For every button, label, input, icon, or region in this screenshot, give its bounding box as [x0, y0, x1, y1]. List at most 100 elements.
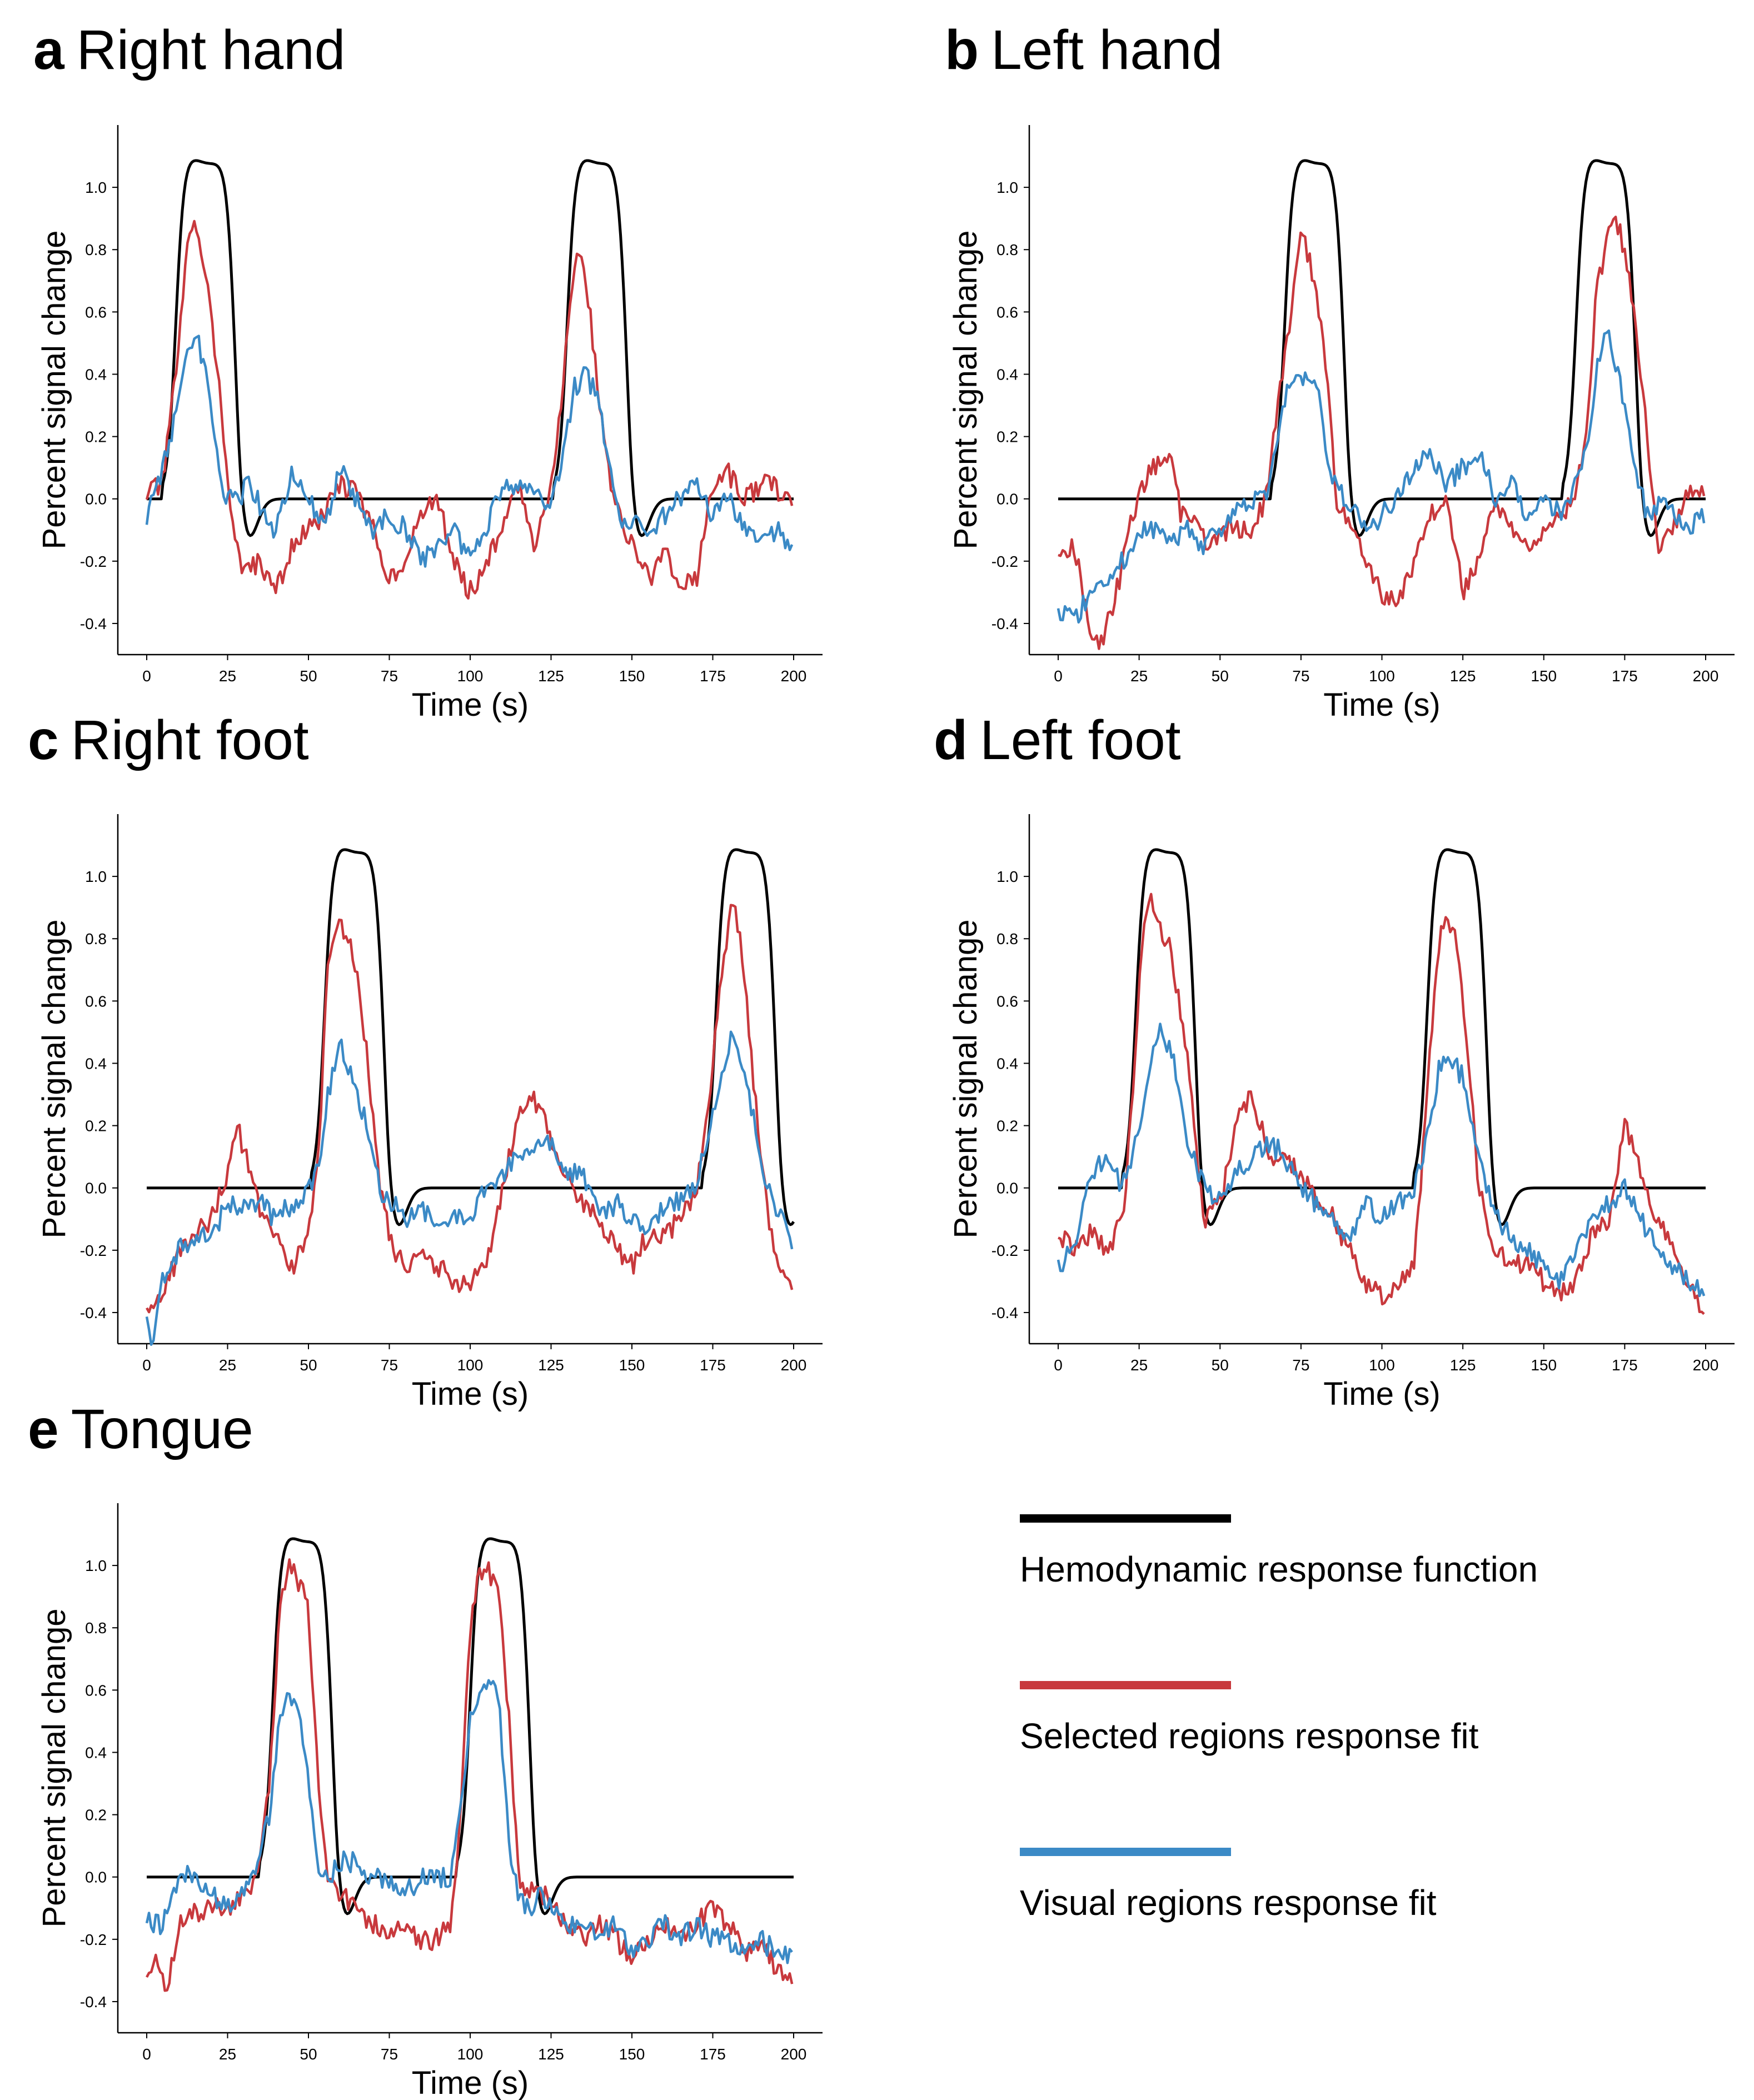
- y-tick-label: 0.4: [85, 1744, 107, 1761]
- x-tick-label: 100: [457, 1356, 484, 1374]
- x-tick-label: 200: [781, 667, 807, 685]
- x-axis-label: Time (s): [412, 1376, 529, 1412]
- x-tick-label: 50: [300, 2046, 317, 2063]
- y-tick-label: 0.4: [996, 1055, 1018, 1072]
- y-tick-label: 0.2: [85, 428, 107, 446]
- y-tick-label: -0.4: [80, 1304, 107, 1321]
- x-tick-label: 75: [1292, 667, 1309, 685]
- panel-letter: e: [28, 1398, 59, 1460]
- y-tick-label: 1.0: [85, 868, 107, 885]
- y-tick-label: -0.2: [80, 553, 107, 570]
- series-line-hrf: [1058, 159, 1706, 537]
- x-tick-label: 50: [300, 1356, 317, 1374]
- y-tick-label: -0.2: [991, 1242, 1018, 1259]
- legend-line-selected: [1020, 1681, 1231, 1689]
- x-tick-label: 175: [700, 667, 726, 685]
- x-tick-label: 125: [1450, 1356, 1476, 1374]
- panel-letter: b: [945, 19, 979, 81]
- panel-title-e: e Tongue: [28, 1401, 253, 1457]
- x-tick-label: 50: [1212, 1356, 1229, 1374]
- x-tick-label: 25: [219, 2046, 236, 2063]
- x-tick-label: 200: [781, 1356, 807, 1374]
- y-axis-label: Percent signal change: [36, 231, 72, 550]
- y-tick-label: 0.6: [85, 303, 107, 321]
- x-axis-label: Time (s): [1323, 1376, 1440, 1412]
- y-tick-label: 0.4: [996, 366, 1018, 383]
- y-tick-label: 0.8: [85, 1619, 107, 1637]
- x-tick-label: 150: [1531, 1356, 1557, 1374]
- x-tick-label: 175: [700, 2046, 726, 2063]
- panel-name: Right foot: [71, 709, 309, 771]
- y-tick-label: -0.2: [991, 553, 1018, 570]
- y-tick-label: 0.2: [85, 1807, 107, 1824]
- x-tick-label: 25: [1130, 1356, 1148, 1374]
- y-tick-label: 0.8: [85, 930, 107, 947]
- y-tick-label: 0.0: [85, 1180, 107, 1197]
- y-axis-label: Percent signal change: [948, 920, 984, 1239]
- y-tick-label: 0.8: [85, 241, 107, 258]
- x-tick-label: 0: [142, 667, 151, 685]
- series-line-selected: [146, 1558, 794, 1992]
- chart-left-hand: -0.4 -0.2 0.0 0.2 0.4 0.6 0.8 1.0 0 25 50 75 100 125 1…: [948, 125, 1735, 723]
- y-tick-label: 0.4: [85, 1055, 107, 1072]
- y-tick-label: -0.4: [80, 1993, 107, 2011]
- x-tick-label: 175: [1612, 667, 1638, 685]
- y-tick-label: 0.0: [996, 1180, 1018, 1197]
- y-tick-label: 0.6: [85, 1682, 107, 1699]
- x-tick-label: 150: [619, 2046, 645, 2063]
- x-tick-label: 150: [619, 667, 645, 685]
- panel-name: Right hand: [76, 19, 346, 81]
- x-tick-label: 100: [457, 667, 484, 685]
- y-tick-label: 1.0: [85, 179, 107, 196]
- y-tick-label: 0.0: [85, 491, 107, 508]
- chart-right-hand: -0.4 -0.2 0.0 0.2 0.4 0.6 0.8 1.0 0 25 50 75 100 125 1…: [36, 125, 823, 723]
- series-line-hrf: [147, 848, 795, 1226]
- x-tick-label: 125: [1450, 667, 1476, 685]
- y-tick-label: 0.2: [996, 428, 1018, 446]
- series-line-visual: [145, 1679, 793, 1964]
- y-tick-label: 0.0: [996, 491, 1018, 508]
- x-tick-label: 0: [142, 1356, 151, 1374]
- y-tick-label: -0.2: [80, 1931, 107, 1948]
- x-tick-label: 100: [457, 2046, 484, 2063]
- y-tick-label: 0.2: [85, 1118, 107, 1135]
- series-line-hrf: [1058, 848, 1706, 1226]
- y-tick-label: -0.4: [991, 615, 1018, 632]
- legend-label-selected: Selected regions response fit: [1020, 1716, 1479, 1756]
- x-tick-label: 75: [381, 2046, 398, 2063]
- x-tick-label: 175: [1612, 1356, 1638, 1374]
- y-tick-label: 0.8: [996, 930, 1018, 947]
- series-line-selected: [146, 904, 794, 1314]
- x-tick-label: 125: [538, 667, 564, 685]
- x-tick-label: 75: [381, 667, 398, 685]
- x-tick-label: 50: [1212, 667, 1229, 685]
- chart-left-foot: -0.4 -0.2 0.0 0.2 0.4 0.6 0.8 1.0 0 25 50 75 100 125 1…: [948, 814, 1735, 1412]
- x-tick-label: 50: [300, 667, 317, 685]
- x-tick-label: 75: [381, 1356, 398, 1374]
- series-line-selected: [1058, 892, 1705, 1315]
- panel-name: Left foot: [980, 709, 1181, 771]
- y-axis-label: Percent signal change: [948, 231, 984, 550]
- x-tick-label: 0: [1054, 667, 1063, 685]
- panel-title-d: d Left foot: [934, 712, 1180, 768]
- panel-letter: a: [33, 19, 64, 81]
- y-tick-label: -0.4: [991, 1304, 1018, 1321]
- x-tick-label: 25: [1130, 667, 1148, 685]
- x-axis-label: Time (s): [412, 2065, 529, 2100]
- x-tick-label: 25: [219, 1356, 236, 1374]
- series-line-visual: [1057, 1022, 1706, 1298]
- series-line-visual: [145, 335, 794, 568]
- x-tick-label: 125: [538, 1356, 564, 1374]
- legend-label-visual: Visual regions response fit: [1020, 1883, 1437, 1923]
- x-tick-label: 200: [781, 2046, 807, 2063]
- chart-right-foot: -0.4 -0.2 0.0 0.2 0.4 0.6 0.8 1.0 0 25 50 75 100 125 1…: [36, 814, 823, 1412]
- panel-letter: d: [934, 709, 968, 771]
- x-tick-label: 25: [219, 667, 236, 685]
- x-tick-label: 125: [538, 2046, 564, 2063]
- x-axis-label: Time (s): [1323, 687, 1440, 723]
- y-tick-label: 0.0: [85, 1869, 107, 1886]
- x-tick-label: 200: [1693, 1356, 1719, 1374]
- chart-tongue: -0.4 -0.2 0.0 0.2 0.4 0.6 0.8 1.0 0 25 50 75 100 125 1…: [36, 1503, 823, 2100]
- y-tick-label: 0.6: [85, 992, 107, 1010]
- y-axis-label: Percent signal change: [36, 1609, 72, 1928]
